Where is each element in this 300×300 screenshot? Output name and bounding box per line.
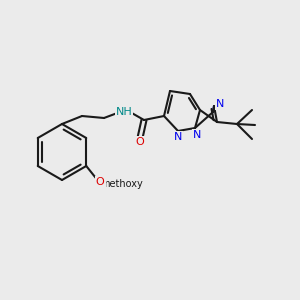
Text: NH: NH <box>116 107 132 117</box>
Text: O: O <box>136 137 144 147</box>
Text: N: N <box>193 130 201 140</box>
Text: O: O <box>96 177 105 187</box>
Text: methoxy: methoxy <box>100 179 142 189</box>
Text: O: O <box>96 177 104 187</box>
Text: N: N <box>216 99 224 109</box>
Text: N: N <box>174 132 182 142</box>
